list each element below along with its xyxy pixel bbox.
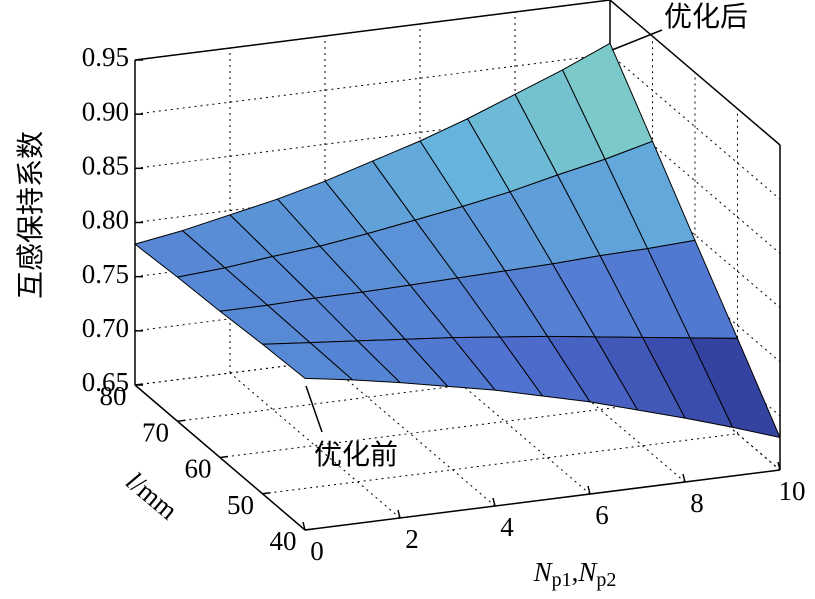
tick-mark — [587, 485, 591, 495]
x-tick-label: 0 — [310, 536, 324, 566]
tick-mark — [262, 492, 271, 495]
y-axis-label: l/mm — [120, 466, 183, 526]
leader-line — [611, 29, 663, 51]
grid-line — [177, 360, 653, 422]
z-tick-label: 0.90 — [82, 96, 129, 126]
x-tick-label: 6 — [595, 500, 609, 530]
grid-line — [134, 324, 611, 386]
x-axis-label: Np1,Np2 — [533, 557, 617, 590]
grid-line — [324, 360, 496, 507]
grid-line — [229, 372, 401, 519]
tick-mark — [304, 528, 314, 531]
y-tick-label: 80 — [100, 381, 127, 411]
z-tick-label: 0.75 — [82, 259, 129, 289]
z-tick-label: 0.85 — [82, 151, 129, 181]
z-tick-label: 0.70 — [82, 313, 129, 343]
tick-mark — [492, 497, 496, 507]
x-tick-label: 8 — [690, 488, 704, 518]
x-tick-label: 10 — [779, 476, 806, 506]
x-tick-label: 4 — [500, 512, 514, 542]
grid-line — [134, 107, 611, 169]
x-tick-label: 2 — [405, 524, 419, 554]
tick-mark — [302, 521, 306, 531]
grid-line — [219, 397, 696, 458]
axis-line — [609, 0, 781, 146]
tick-mark — [777, 461, 781, 471]
y-tick-label: 40 — [270, 526, 297, 556]
axis-line — [304, 469, 781, 531]
tick-mark — [134, 383, 144, 386]
annotation: 优化后 — [664, 0, 748, 33]
tick-mark — [397, 509, 401, 519]
z-tick-label: 0.65 — [82, 367, 129, 397]
grid-line — [134, 53, 611, 115]
leader-line — [305, 385, 323, 433]
y-tick-label: 60 — [185, 454, 212, 484]
axis-line — [134, 0, 611, 61]
grid-line — [134, 270, 611, 332]
annotation: 优化前 — [314, 438, 398, 471]
grid-line — [262, 433, 738, 495]
z-tick-label: 0.80 — [82, 205, 129, 235]
grid-line — [134, 162, 611, 223]
tick-mark — [682, 473, 686, 483]
z-tick-label: 0.95 — [82, 42, 129, 72]
grid-line — [609, 53, 781, 200]
y-tick-label: 70 — [142, 417, 169, 447]
z-axis-label: 互感保持系数 — [14, 131, 47, 299]
y-tick-label: 50 — [227, 490, 254, 520]
surface-patch — [262, 342, 353, 381]
tick-mark — [177, 419, 186, 422]
tick-mark — [219, 455, 229, 459]
